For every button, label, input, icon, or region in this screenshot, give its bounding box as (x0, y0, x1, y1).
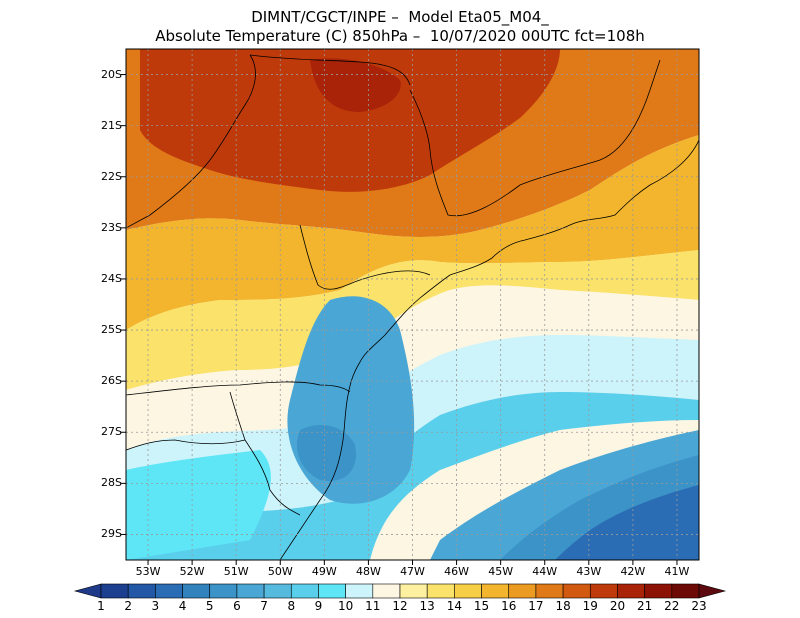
field-band-16 (126, 135, 699, 330)
field-band-20 (140, 49, 560, 192)
colorbar-segment (617, 583, 645, 599)
colorbar-segment (209, 583, 238, 599)
colorbar-label: 22 (664, 599, 680, 613)
colorbar-segment (318, 583, 346, 599)
colorbar-segment (127, 583, 156, 599)
lat-label: 20S (101, 67, 122, 81)
colorbar-segment (155, 583, 183, 599)
lat-label: 25S (101, 323, 122, 337)
colorbar-label: 20 (609, 599, 626, 613)
colorbar-label: 11 (365, 599, 381, 613)
state-boundary-7 (126, 391, 246, 451)
colorbar-label: 6 (233, 599, 241, 613)
colorbar-segment (562, 583, 591, 599)
field-band-13 (126, 250, 699, 390)
field-band-21 (310, 58, 401, 112)
colorbar-segment (399, 583, 428, 599)
lat-label: 23S (101, 220, 122, 234)
colorbar-segment (481, 583, 510, 599)
state-boundary-6 (126, 381, 351, 396)
coastline-boundaries (126, 54, 699, 560)
lat-label: 27S (101, 425, 122, 439)
lon-label: 50W (267, 565, 293, 578)
lon-label: 51W (223, 565, 249, 578)
colorbar-segment (236, 583, 265, 599)
colorbar-label: 7 (260, 599, 268, 613)
title-line-1: DIMNT/CGCT/INPE – Model Eta05_M04_ (251, 8, 549, 26)
colorbar-segment (644, 583, 673, 599)
colorbar-label: 21 (636, 599, 653, 613)
state-boundary-4 (519, 59, 661, 186)
grid-lines (126, 49, 699, 560)
colorbar-label: 23 (691, 599, 707, 613)
colorbar-label: 4 (178, 599, 187, 613)
lon-label: 49W (311, 565, 337, 578)
lat-label: 24S (101, 271, 122, 285)
colorbar-label: 13 (419, 599, 435, 613)
lon-label: 48W (355, 565, 381, 578)
axis-ticks (121, 74, 678, 565)
colorbar-segment (100, 583, 129, 599)
colorbar-label: 1 (97, 599, 105, 613)
colorbar-label: 16 (501, 599, 517, 613)
colorbar-label: 18 (555, 599, 571, 613)
colorbar-segment (182, 583, 211, 599)
lon-label: 47W (400, 565, 425, 578)
state-boundary-3 (409, 89, 521, 217)
temperature-field (126, 49, 699, 560)
lon-label: 46W (444, 565, 469, 578)
coastline (279, 139, 699, 560)
colorbar (73, 583, 727, 599)
field-band-4 (555, 485, 699, 560)
lat-label: 21S (101, 118, 122, 132)
state-boundary-8 (244, 439, 301, 516)
colorbar-label: 9 (314, 599, 323, 613)
lon-label: 45W (488, 565, 514, 578)
title-line-2: Absolute Temperature (C) 850hPa – 10/07/… (155, 27, 645, 45)
lon-label: 52W (179, 565, 205, 578)
colorbar-label: 5 (205, 599, 214, 613)
colorbar-segment (589, 583, 618, 599)
colorbar-label: 10 (337, 599, 354, 613)
colorbar-label: 14 (446, 599, 462, 613)
colorbar-label: 17 (528, 599, 544, 613)
lat-label: 22S (101, 169, 122, 183)
colorbar-segment (290, 583, 319, 599)
colorbar-label: 8 (287, 599, 296, 613)
colorbar-segment (263, 583, 292, 599)
colorbar-segment (671, 583, 700, 599)
state-boundary-1 (126, 54, 256, 229)
colorbar-label: 12 (392, 599, 408, 613)
colorbar-label: 3 (151, 599, 160, 613)
lon-label: 44W (532, 565, 558, 578)
field-band-11 (126, 285, 699, 450)
colorbar-segment (454, 583, 482, 599)
lon-label: 41W (664, 565, 690, 578)
lon-label: 53W (135, 565, 161, 578)
colorbar-segment (345, 583, 374, 599)
state-boundary-5 (299, 224, 431, 290)
lat-label: 29S (101, 527, 122, 541)
field-band-5b (296, 425, 356, 481)
state-boundary-2 (249, 54, 411, 86)
colorbar-label: 15 (473, 599, 490, 613)
colorbar-segment (535, 583, 564, 599)
lon-label: 42W (620, 565, 646, 578)
lon-label: 43W (576, 565, 602, 578)
colorbar-label: 19 (582, 599, 598, 613)
colorbar-segment (426, 583, 455, 599)
lat-label: 26S (101, 374, 122, 388)
field-band-9 (126, 450, 271, 560)
colorbar-segment (508, 583, 537, 599)
colorbar-arrow-high (698, 583, 727, 599)
colorbar-label: 2 (124, 599, 132, 613)
colorbar-segment (372, 583, 401, 599)
lat-label: 28S (101, 476, 122, 490)
colorbar-arrow-low (73, 583, 102, 599)
